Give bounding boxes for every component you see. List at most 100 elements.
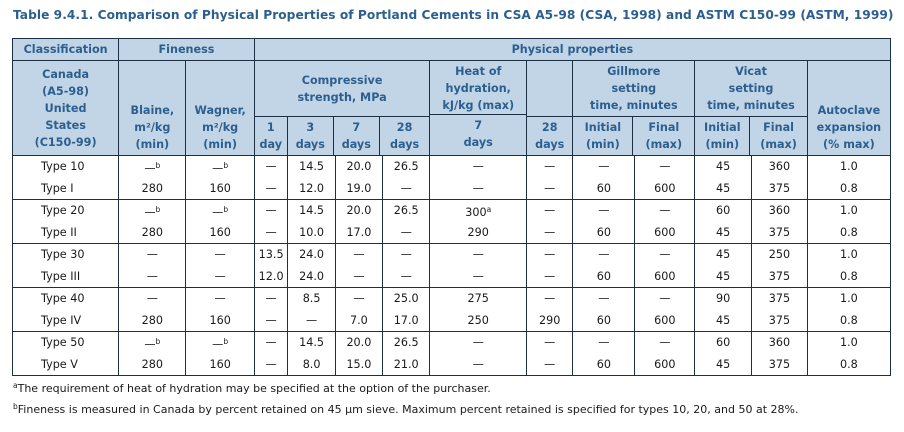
cell-heat-7-days: 300a [429, 199, 528, 222]
table-row: Type II 280 160—10.0 17.0—290—60 600 45 375 0.8 [11, 221, 892, 244]
cell-compressive-3-days: 12.0 [287, 177, 336, 200]
cell-vicat-initial: 45 [694, 353, 753, 376]
cell-gillmore-final: 600 [634, 309, 696, 332]
cell-vicat-final: 360 [751, 155, 808, 178]
cell-wagner: — [185, 243, 255, 266]
cell-heat-7-days: 290 [429, 221, 528, 244]
cell-blaine: —b [118, 199, 187, 222]
cell-wagner: 160 [185, 221, 255, 244]
cell-autoclave-expansion: 1.0 [806, 199, 892, 222]
cell-blaine: — [118, 265, 187, 288]
cell-vicat-initial: 45 [694, 221, 753, 244]
cell-compressive-7-days: — [334, 243, 384, 266]
cell-gillmore-initial: — [572, 331, 636, 354]
table-row: Type I 280 160—12.0 19.0— — —60 600 45 375 0.8 [11, 177, 892, 200]
header-autoclave: Autoclave expansion (% max) [806, 60, 892, 156]
cell-heat-28-days: — [526, 265, 574, 288]
cement-properties-table: Classification Fineness Physical propert… [11, 38, 892, 376]
cell-vicat-final: 375 [751, 353, 808, 376]
cell-vicat-initial: 45 [694, 177, 753, 200]
cell-autoclave-expansion: 0.8 [806, 265, 892, 288]
cell-autoclave-expansion: 0.8 [806, 309, 892, 332]
cell-type: Type 40 [11, 287, 120, 310]
cell-type: Type 20 [11, 199, 120, 222]
cell-gillmore-initial: — [572, 199, 636, 222]
cell-autoclave-expansion: 1.0 [806, 155, 892, 178]
cell-heat-7-days: — [429, 243, 528, 266]
table-body: Type 10 —b —b —14.5 20.0 26.5— — — —45 360 1.0 Type… [11, 155, 892, 376]
cell-wagner: —b [185, 199, 255, 222]
cell-vicat-initial: 45 [694, 309, 753, 332]
cell-heat-28-days: — [526, 331, 574, 354]
cell-wagner: 160 [185, 177, 255, 200]
cell-gillmore-initial: — [572, 287, 636, 310]
cell-wagner: —b [185, 155, 255, 178]
cell-heat-7-days: 275 [429, 287, 528, 310]
cell-blaine: 280 [118, 221, 187, 244]
cell-autoclave-expansion: 0.8 [806, 353, 892, 376]
cell-compressive-28-days: — [382, 243, 431, 266]
table-row: Type IV 280 160— —7.0 17.0 250 290 60 600 45 375 0.… [11, 309, 892, 332]
cell-compressive-3-days: 14.5 [287, 155, 336, 178]
cell-compressive-1-day: — [253, 199, 289, 222]
cell-type: Type 30 [11, 243, 120, 266]
cell-vicat-final: 375 [751, 309, 808, 332]
cell-compressive-7-days: 20.0 [334, 155, 384, 178]
cell-gillmore-final: — [634, 287, 696, 310]
cell-heat-7-days: — [429, 353, 528, 376]
cell-vicat-initial: 60 [694, 199, 753, 222]
header-heat-of-hydration-7: Heat of hydration, kJ/kg (max) 7 days [429, 60, 528, 156]
cell-blaine: — [118, 287, 187, 310]
header-classification: Classification [11, 38, 120, 61]
cell-type: Type V [11, 353, 120, 376]
cell-blaine: — [118, 243, 187, 266]
cell-compressive-28-days: 26.5 [382, 199, 431, 222]
cell-vicat-initial: 45 [694, 243, 753, 266]
cell-wagner: —b [185, 331, 255, 354]
table-caption: Table 9.4.1. Comparison of Physical Prop… [13, 8, 894, 22]
cell-heat-28-days: — [526, 155, 574, 178]
cell-compressive-7-days: — [334, 265, 384, 288]
table-row: Type III — —12.0 24.0— — — —60 600 45 375 0.8 [11, 265, 892, 288]
cell-gillmore-final: — [634, 243, 696, 266]
cell-wagner: 160 [185, 309, 255, 332]
footnote-a: aThe requirement of heat of hydration ma… [13, 381, 491, 395]
cell-gillmore-initial: — [572, 155, 636, 178]
cell-gillmore-initial: 60 [572, 353, 636, 376]
cell-heat-28-days: — [526, 243, 574, 266]
cell-gillmore-final: — [634, 155, 696, 178]
cell-compressive-3-days: — [287, 309, 336, 332]
cell-wagner: — [185, 287, 255, 310]
cell-gillmore-final: 600 [634, 353, 696, 376]
header-classification-detail: Canada (A5-98) United States (C150-99) [11, 60, 120, 156]
cell-blaine: —b [118, 331, 187, 354]
cell-gillmore-final: — [634, 199, 696, 222]
cell-compressive-3-days: 8.0 [287, 353, 336, 376]
header-blaine: Blaine, m²/kg (min) [118, 60, 187, 156]
cell-gillmore-initial: — [572, 243, 636, 266]
cell-compressive-3-days: 24.0 [287, 243, 336, 266]
header-gillmore: Gillmore setting time, minutes Initial (min… [572, 60, 696, 156]
cell-autoclave-expansion: 1.0 [806, 331, 892, 354]
cell-type: Type IV [11, 309, 120, 332]
cell-blaine: 280 [118, 177, 187, 200]
cell-compressive-3-days: 14.5 [287, 331, 336, 354]
cell-compressive-1-day: — [253, 287, 289, 310]
cell-wagner: — [185, 265, 255, 288]
cell-compressive-3-days: 10.0 [287, 221, 336, 244]
cell-compressive-1-day: — [253, 155, 289, 178]
cell-vicat-final: 360 [751, 199, 808, 222]
cell-vicat-initial: 45 [694, 155, 753, 178]
cell-compressive-3-days: 24.0 [287, 265, 336, 288]
cell-vicat-initial: 90 [694, 287, 753, 310]
cell-heat-7-days: — [429, 177, 528, 200]
header-wagner: Wagner, m²/kg (min) [185, 60, 255, 156]
table-row: Type 10 —b —b —14.5 20.0 26.5— — — —45 360 1.0 [11, 155, 892, 178]
cell-vicat-final: 250 [751, 243, 808, 266]
cell-vicat-initial: 45 [694, 265, 753, 288]
cell-vicat-final: 375 [751, 287, 808, 310]
cell-compressive-1-day: 12.0 [253, 265, 289, 288]
cell-heat-7-days: — [429, 265, 528, 288]
cell-compressive-7-days: 7.0 [334, 309, 384, 332]
cell-compressive-28-days: 26.5 [382, 155, 431, 178]
